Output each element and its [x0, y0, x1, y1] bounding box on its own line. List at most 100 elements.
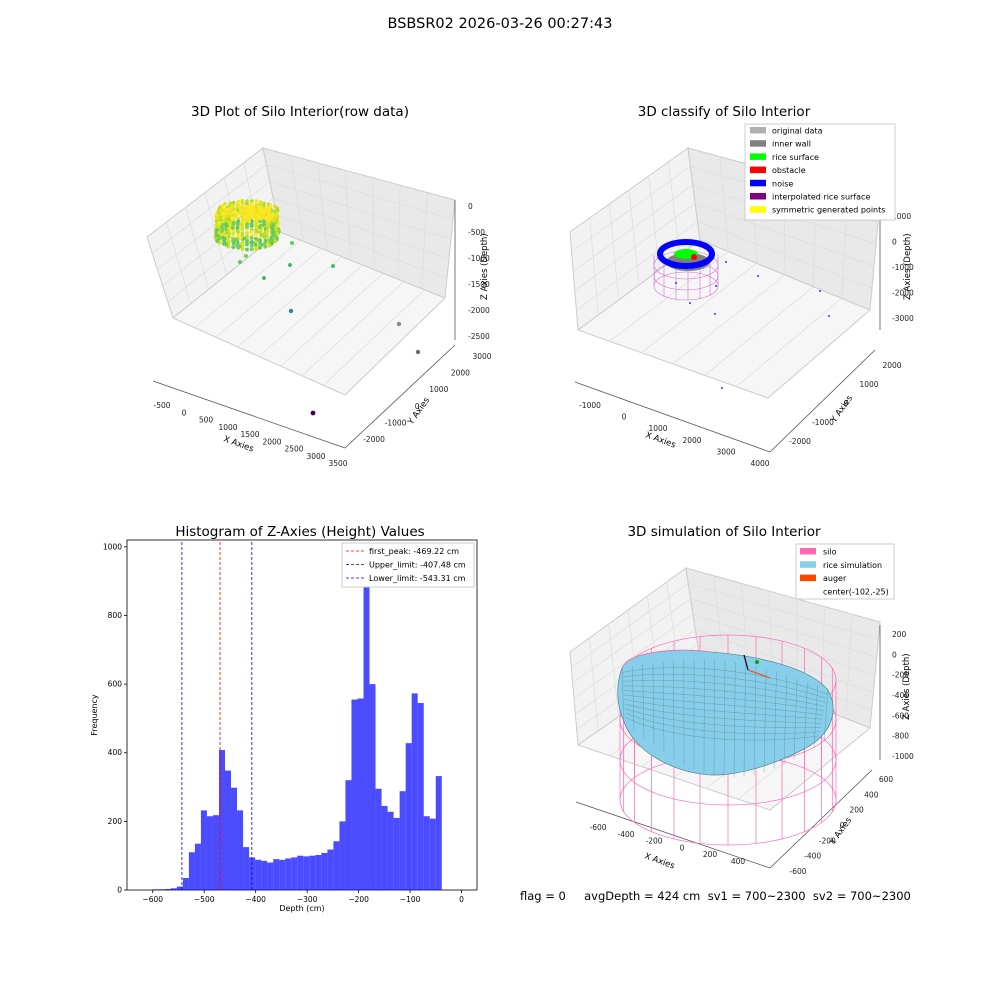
plot4-z-label: Z Axies (Depth): [902, 653, 912, 720]
mesh-line: [763, 668, 767, 773]
y-tick-label: 200: [108, 817, 123, 826]
legend-label: symmetric generated points: [772, 206, 885, 215]
plot3-y-label: Frequency: [90, 694, 99, 736]
histogram-bar: [351, 699, 358, 890]
plot3-reference-lines: [181, 540, 253, 890]
grid-line: [237, 256, 343, 348]
tick-label: -2000: [892, 289, 914, 298]
cloud-point: [230, 204, 234, 209]
plot1-outlier-points: [238, 241, 421, 416]
tick-label: 0: [415, 402, 420, 411]
tick-label: -200: [819, 836, 836, 845]
histogram-bar: [399, 791, 406, 890]
cloud-point: [254, 199, 259, 203]
histogram-bar: [381, 805, 388, 890]
grid-line: [571, 583, 689, 668]
histogram-bar: [206, 816, 213, 890]
histogram-bar: [255, 859, 262, 890]
histogram-bar: [170, 888, 177, 890]
grid-line: [589, 217, 599, 316]
cloud-point: [249, 219, 254, 223]
histogram-bar: [212, 815, 219, 890]
tick-label: 1000: [429, 385, 448, 394]
grid-line: [317, 162, 328, 251]
tick-label: 4000: [750, 459, 769, 468]
cloud-point: [262, 241, 267, 246]
mesh-line: [624, 708, 821, 728]
histogram-bar: [267, 862, 274, 890]
mesh-line: [663, 661, 665, 753]
mesh-line: [743, 664, 746, 777]
grid-line: [273, 198, 450, 260]
histogram-bar: [285, 858, 292, 890]
cloud-point: [249, 236, 253, 240]
cloud-point: [262, 235, 267, 239]
grid-line: [576, 221, 698, 311]
grid-line: [165, 222, 192, 304]
cloud-point: [273, 234, 277, 238]
cloud-point: [230, 226, 235, 230]
cloud-point: [222, 238, 226, 243]
cloud-point: [241, 203, 245, 207]
mesh-line: [624, 703, 822, 724]
plot2-x-axis-line: [574, 381, 771, 453]
legend-swatch: [750, 166, 766, 174]
cloud-point: [236, 229, 240, 234]
cloud-point: [231, 239, 235, 243]
outlier-point: [396, 321, 402, 327]
cloud-point: [249, 230, 254, 234]
plot3-y-ticks: 0 200 400 600 800 1000: [103, 542, 127, 895]
legend-label: silo: [823, 548, 837, 557]
legend-label: noise: [772, 179, 793, 188]
tick-label: 3500: [328, 459, 347, 468]
cloud-point: [231, 222, 236, 226]
status-line: flag = 0 avgDepth = 424 cm sv1 = 700~230…: [520, 889, 911, 903]
plot1-x-axis-line: [152, 380, 346, 449]
grid-line: [421, 192, 428, 289]
mesh-line: [823, 689, 829, 743]
plot2-y-axis-line: [769, 349, 876, 453]
outlier-point: [331, 264, 335, 268]
tick-label: -1000: [579, 401, 601, 410]
cloud-point: [228, 223, 233, 228]
cloud-point: [264, 216, 269, 220]
histogram-bar: [176, 886, 183, 890]
x-tick-label: −300: [297, 895, 318, 904]
tick-label: -600: [589, 823, 606, 832]
histogram-bar: [345, 780, 352, 890]
tick-label: 200: [850, 806, 865, 815]
cloud-point: [249, 224, 254, 228]
histogram-bar: [182, 877, 189, 890]
tick-label: -1500: [468, 280, 490, 289]
histogram-bar: [387, 811, 394, 890]
grid-line: [574, 202, 696, 292]
histogram-bar: [405, 743, 412, 890]
tick-label: -2500: [468, 332, 490, 341]
grid-line: [719, 156, 729, 252]
tick-label: 0: [844, 399, 849, 408]
mesh-line: [803, 682, 808, 754]
cloud-point: [258, 206, 263, 211]
grid-line: [344, 170, 352, 261]
cloud-point: [245, 234, 249, 239]
outlier-point: [290, 241, 294, 245]
cloud-point: [235, 225, 240, 230]
legend-label: auger: [823, 574, 847, 583]
plot2-y-label: Y Axies: [829, 393, 856, 425]
tick-label: 0: [840, 821, 845, 830]
cloud-point: [262, 222, 266, 227]
grid-line: [571, 166, 691, 252]
outlier-point: [288, 308, 294, 314]
tick-label: 1000: [892, 212, 911, 221]
grid-line: [167, 214, 277, 303]
histogram-bar: [411, 693, 418, 890]
grid-line: [301, 281, 404, 377]
tick-label: 3000: [472, 352, 491, 361]
legend-label: first_peak: -469.22 cm: [369, 547, 459, 556]
figure-title: BSBSR02 2026-03-26 00:27:43: [387, 16, 613, 32]
cloud-point: [220, 229, 225, 234]
histogram-bar: [158, 889, 165, 890]
cloud-point: [228, 212, 232, 216]
